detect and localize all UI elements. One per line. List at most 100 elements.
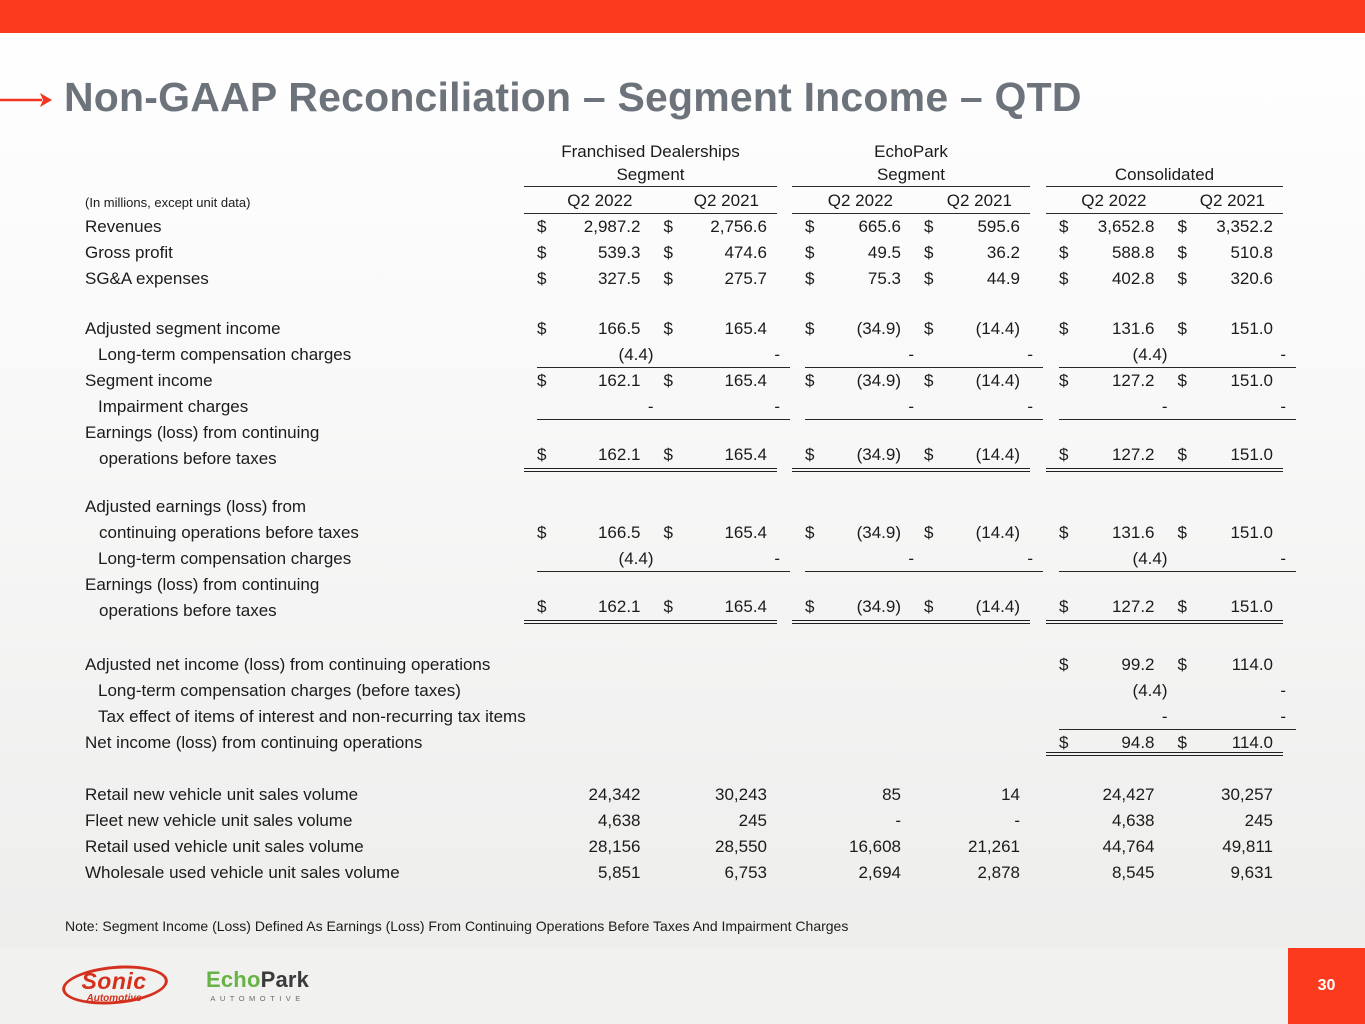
table-row: Segment income $162.1 $165.4 $ (34.9) $ (14.4)…: [85, 368, 1283, 394]
dollar-sign: $: [1059, 243, 1069, 262]
table-cell: $165.4: [651, 520, 778, 546]
table-cell: -: [792, 808, 911, 834]
cell-value: 3,652.8: [1097, 217, 1155, 236]
table-row: Revenues $2,987.2 $2,756.6 $665.6 $595.6 $3,6…: [85, 214, 1283, 240]
table-cell: [651, 730, 778, 756]
table-cell: $127.2: [1046, 594, 1165, 620]
row-group-cells: $ (34.9) $ (14.4): [792, 442, 1030, 472]
cell-value: 151.0: [1230, 319, 1273, 338]
dollar-sign: $: [1059, 371, 1069, 390]
row-label-line: operations before taxes: [99, 601, 277, 620]
table-cell: $166.5: [524, 520, 651, 546]
table-cell: 49,811: [1165, 834, 1284, 860]
row-label: Adjusted earnings (loss) from continuing …: [85, 494, 524, 546]
row-group-cells: $162.1 $165.4: [524, 442, 777, 472]
cell-value: -: [1014, 811, 1020, 830]
table-cell: [537, 704, 664, 730]
table-cell: [792, 652, 911, 678]
table-cell: -: [1178, 546, 1297, 571]
cell-value: 165.4: [724, 523, 767, 542]
cell-value: 44,764: [1102, 837, 1155, 856]
row-group-cells: $ (34.9) $ (14.4): [792, 520, 1030, 546]
cell-value: 36.2: [986, 243, 1020, 262]
table-cell: -: [1178, 342, 1297, 367]
dollar-sign: $: [663, 217, 673, 236]
cell-value: (34.9): [856, 445, 901, 464]
dollar-sign: $: [537, 371, 547, 390]
table-cell: (4.4): [537, 546, 664, 571]
table-row: Earnings (loss) from continuing operation…: [85, 420, 1283, 472]
dollar-sign: $: [1059, 597, 1069, 616]
table-cell: -: [805, 394, 924, 419]
dollar-sign: $: [805, 217, 815, 236]
cell-value: (14.4): [975, 523, 1020, 542]
cell-value: 165.4: [724, 371, 767, 390]
table-cell: (4.4): [1059, 678, 1178, 704]
echopark-logo-text: EchoPark: [206, 969, 309, 991]
row-group-cells: 28,156 28,550: [524, 834, 777, 860]
column-gap: [1030, 808, 1046, 834]
row-label-line: continuing operations before taxes: [99, 523, 359, 542]
table-cell: -: [911, 808, 1030, 834]
table-cell: -: [1178, 394, 1297, 419]
row-group-cells: (4.4) -: [1059, 546, 1296, 572]
dollar-sign: $: [924, 243, 934, 262]
dollar-sign: $: [1177, 371, 1187, 390]
cell-value: 165.4: [724, 597, 767, 616]
table-cell: [911, 652, 1030, 678]
cell-value: 131.6: [1111, 319, 1155, 338]
dollar-sign: $: [805, 445, 815, 464]
table-cell: 44,764: [1046, 834, 1165, 860]
dollar-sign: $: [663, 269, 673, 288]
dollar-sign: $: [1177, 523, 1187, 542]
table-cell: $2,756.6: [651, 214, 778, 240]
cell-value: (14.4): [975, 319, 1020, 338]
page-number-badge: 30: [1288, 948, 1365, 1024]
row-label-line: operations before taxes: [99, 449, 277, 468]
table-cell: $595.6: [911, 214, 1030, 240]
cell-value: 14: [1001, 785, 1020, 804]
period-header: Q2 2022: [567, 191, 633, 210]
table-cell: $665.6: [792, 214, 911, 240]
table-cell: [651, 652, 778, 678]
cell-value: -: [1280, 681, 1286, 700]
period-header: Q2 2021: [1199, 191, 1265, 210]
row-group-cells: [537, 704, 790, 730]
table-cell: 28,156: [524, 834, 651, 860]
column-gap: [1030, 782, 1046, 808]
cell-value: (34.9): [856, 523, 901, 542]
row-label: Earnings (loss) from continuing operation…: [85, 420, 524, 472]
table-row: Net income (loss) from continuing operat…: [85, 730, 1283, 756]
row-group-cells: $127.2 $151.0: [1046, 368, 1283, 394]
row-group-cells: $3,652.8 $3,352.2: [1046, 214, 1283, 240]
row-group-cells: --: [1059, 704, 1296, 730]
column-gap: [777, 730, 792, 756]
table-cell: 85: [792, 782, 911, 808]
table-row: Adjusted earnings (loss) from continuing …: [85, 494, 1283, 546]
table-cell: [924, 678, 1043, 704]
dollar-sign: $: [663, 319, 673, 338]
table-cell: $ (14.4): [911, 442, 1030, 468]
cell-value: 85: [882, 785, 901, 804]
cell-value: 151.0: [1230, 523, 1273, 542]
table-row: Tax effect of items of interest and non-…: [85, 704, 1296, 730]
dollar-sign: $: [537, 445, 547, 464]
dollar-sign: $: [924, 269, 934, 288]
cell-value: 162.1: [597, 597, 641, 616]
table-cell: -: [924, 546, 1043, 571]
title-arrow-icon: [0, 93, 52, 107]
row-group-cells: 85 14: [792, 782, 1030, 808]
table-cell: $ (34.9): [792, 520, 911, 546]
cell-value: 2,756.6: [710, 217, 767, 236]
table-cell: [924, 704, 1043, 730]
table-cell: $166.5: [524, 316, 651, 342]
table-cell: 24,342: [524, 782, 651, 808]
row-label: Retail used vehicle unit sales volume: [85, 837, 364, 856]
row-group-cells: 44,764 49,811: [1046, 834, 1283, 860]
table-group-header-row: Franchised Dealerships Segment EchoPark …: [85, 140, 1283, 187]
table-cell: $75.3: [792, 266, 911, 292]
dollar-sign: $: [1177, 733, 1187, 752]
cell-value: -: [908, 397, 914, 416]
cell-value: 4,638: [1111, 811, 1155, 830]
group-header-consolidated: Consolidated: [1046, 140, 1283, 187]
